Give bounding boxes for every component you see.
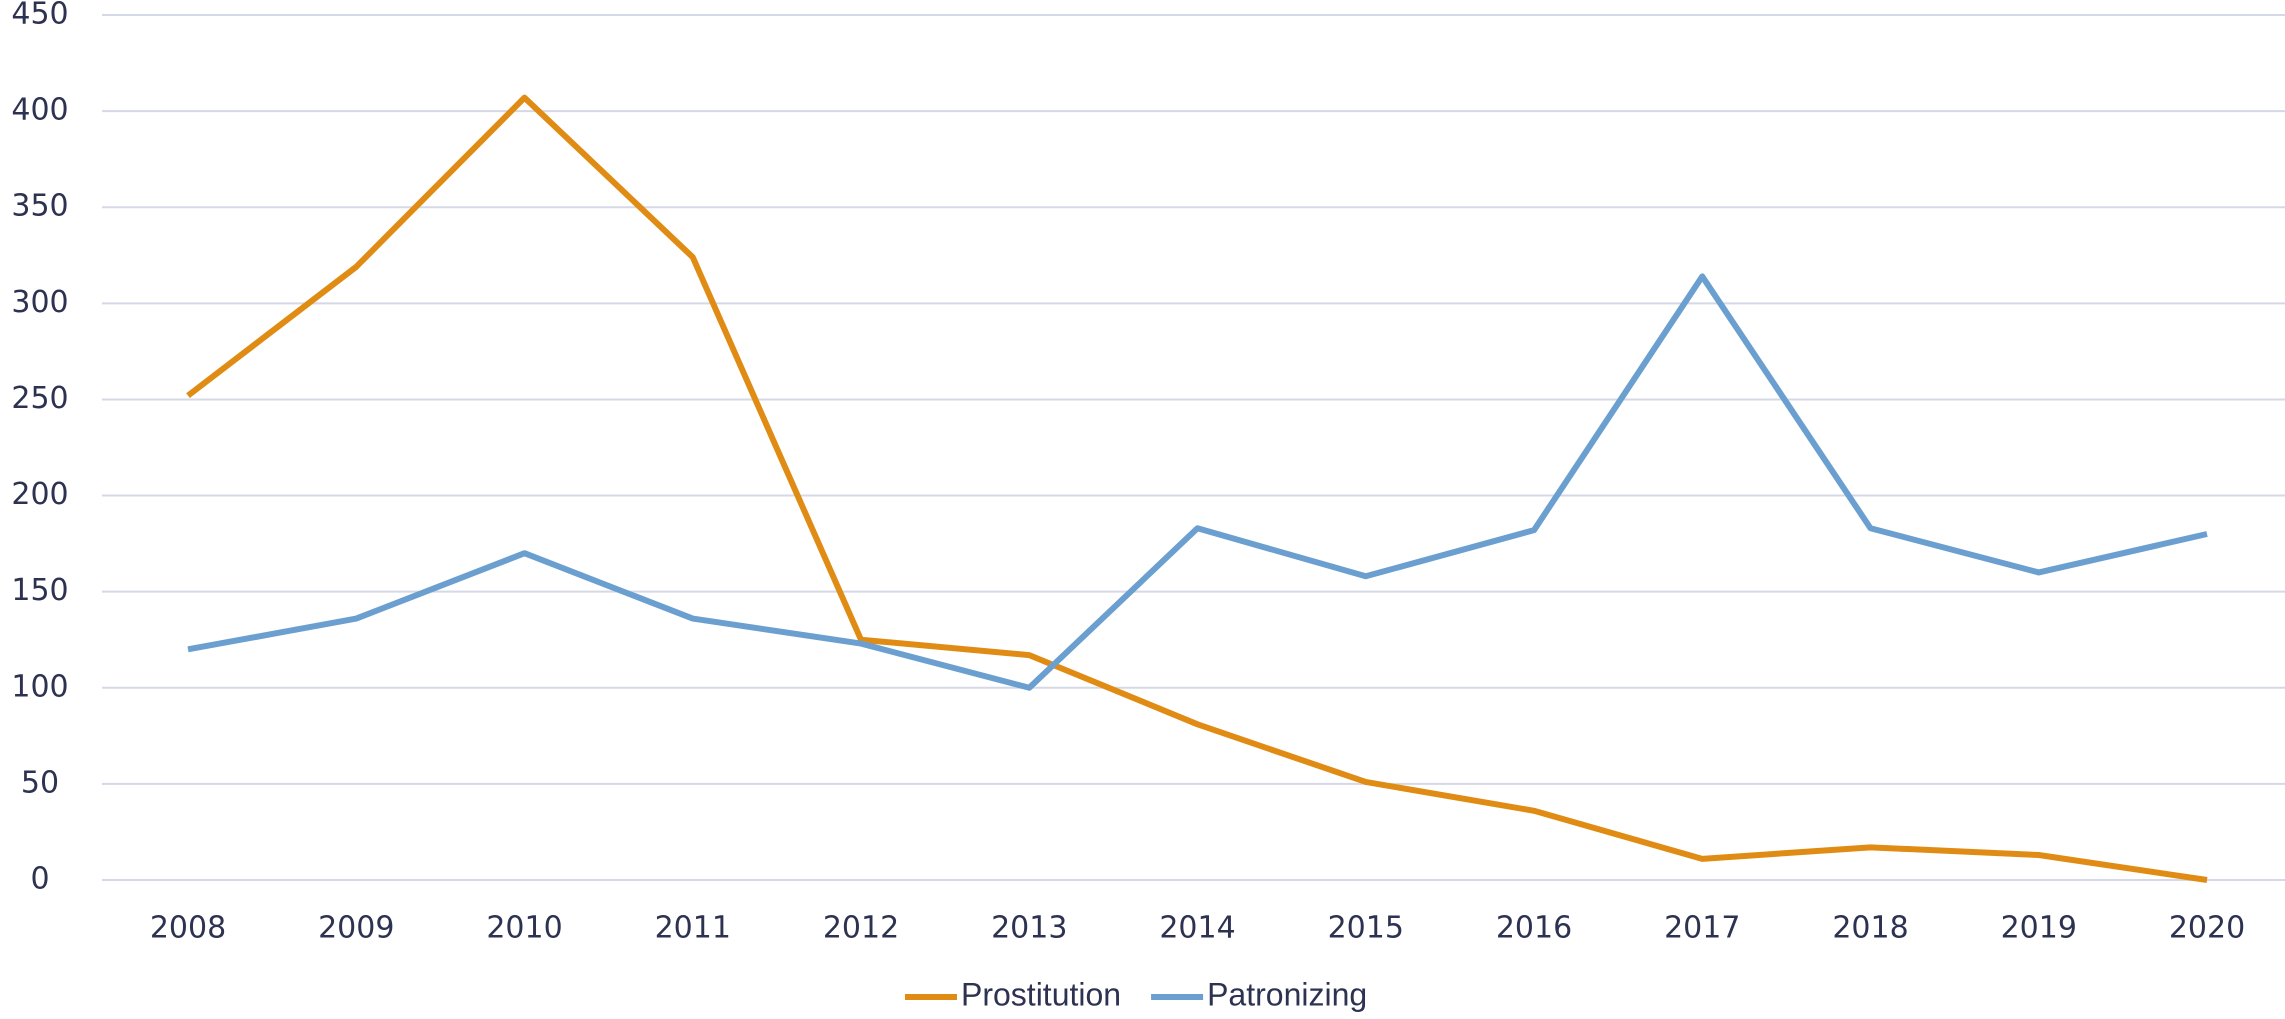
y-tick-label: 100	[11, 669, 68, 704]
x-tick-label: 2009	[318, 911, 394, 946]
x-tick-label: 2015	[1328, 911, 1404, 946]
y-tick-label: 300	[11, 285, 68, 320]
x-tick-label: 2010	[486, 911, 562, 946]
x-tick-label: 2020	[2169, 911, 2245, 946]
legend-label: Patronizing	[1207, 976, 1367, 1012]
y-tick-label: 150	[11, 573, 68, 608]
x-tick-label: 2017	[1664, 911, 1740, 946]
y-tick-label: 250	[11, 381, 68, 416]
x-tick-label: 2008	[150, 911, 226, 946]
line-series	[186, 94, 2208, 883]
x-tick-label: 2016	[1496, 911, 1572, 946]
y-tick-label: 200	[11, 477, 68, 512]
x-tick-label: 2014	[1159, 911, 1235, 946]
y-tick-label: 350	[11, 189, 68, 224]
x-tick-label: 2019	[2001, 911, 2077, 946]
x-tick-label: 2012	[823, 911, 899, 946]
y-tick-label: 450	[11, 0, 68, 32]
y-tick-label: 50	[21, 765, 59, 800]
legend-label: Prostitution	[961, 976, 1121, 1012]
y-tick-label: 400	[11, 93, 68, 128]
x-tick-label: 2011	[655, 911, 731, 946]
line-series	[187, 273, 2208, 691]
x-tick-label: 2013	[991, 911, 1067, 946]
x-tick-label: 2018	[1832, 911, 1908, 946]
y-tick-label: 0	[30, 862, 49, 897]
